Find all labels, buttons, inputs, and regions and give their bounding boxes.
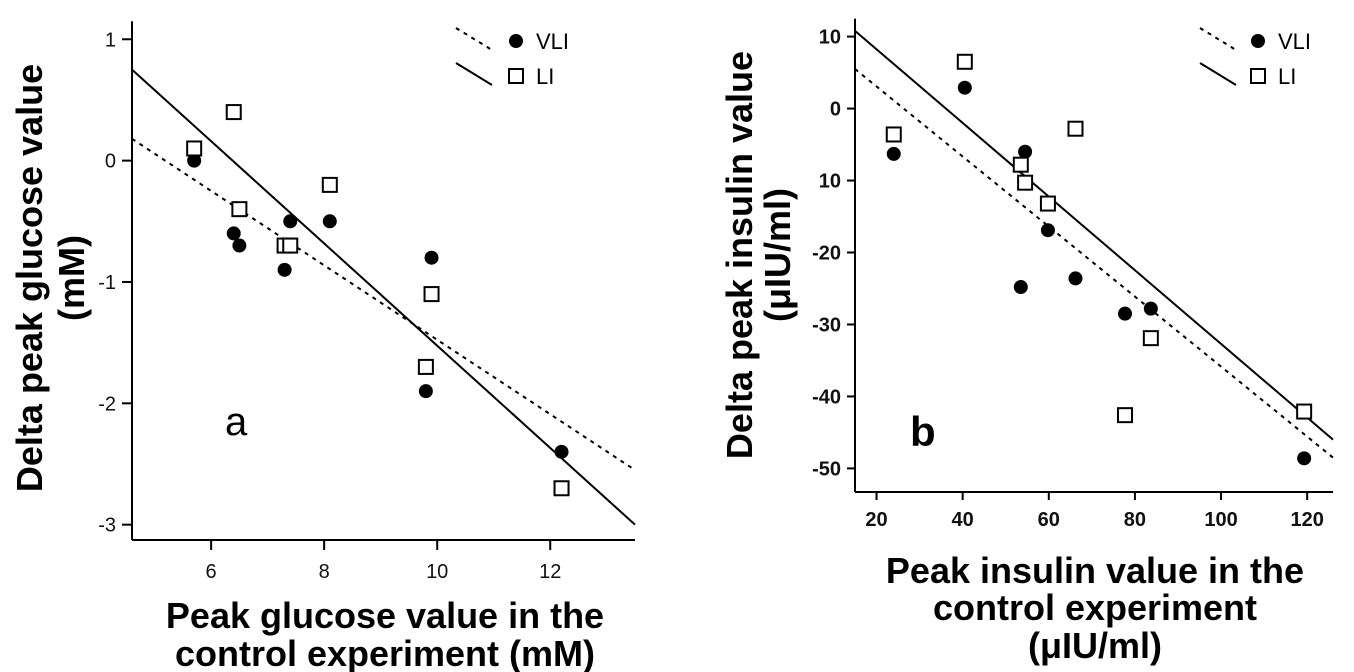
data-point-vli	[418, 384, 433, 399]
data-point-vli	[957, 80, 972, 95]
data-point-li	[1039, 195, 1056, 212]
fit-line-li	[131, 68, 636, 526]
legend-marker-li	[508, 68, 524, 84]
data-point-vli	[1118, 306, 1133, 321]
legend: VLI LI	[455, 27, 569, 89]
y-tick-label: 10	[819, 171, 841, 193]
data-point-li	[885, 126, 902, 143]
legend-line-li	[1199, 62, 1237, 86]
data-point-li	[186, 140, 203, 157]
data-point-li	[423, 286, 440, 303]
y-tick-label: -20	[812, 243, 841, 265]
y-axis-label: Delta peak glucose value	[9, 64, 50, 492]
x-tick-label: 80	[1124, 509, 1146, 531]
y-axis-label: (mM)	[51, 235, 92, 321]
data-point-li	[1296, 403, 1313, 420]
x-axis-label: (μIU/ml)	[1028, 625, 1162, 666]
data-point-li	[1142, 330, 1159, 347]
panel-label: b	[910, 408, 936, 455]
data-point-li	[417, 358, 434, 375]
y-tick-label: 0	[105, 151, 116, 173]
data-point-li	[1017, 174, 1034, 191]
data-point-li	[956, 53, 973, 70]
data-point-vli	[1040, 223, 1055, 238]
y-tick-label: 0	[830, 99, 841, 121]
y-tick-label: -2	[98, 393, 116, 415]
legend-marker-vli	[1251, 34, 1265, 48]
x-tick-label: 120	[1290, 509, 1323, 531]
x-tick-label: 12	[539, 561, 561, 583]
x-tick-label: 20	[865, 509, 887, 531]
fit-line-vli	[854, 68, 1334, 459]
data-point-li	[282, 237, 299, 254]
data-point-li	[1067, 120, 1084, 137]
legend-line-li	[455, 62, 493, 86]
data-point-vli	[283, 214, 298, 229]
data-point-vli	[1013, 280, 1028, 295]
data-point-vli	[1297, 451, 1312, 466]
x-tick-label: 60	[1038, 509, 1060, 531]
data-point-li	[1117, 407, 1134, 424]
x-axis-label: Peak insulin value in the	[886, 550, 1304, 591]
data-point-li	[225, 104, 242, 121]
x-axis-label: control experiment	[933, 587, 1257, 628]
data-point-vli	[187, 153, 202, 168]
data-point-vli	[1143, 301, 1158, 316]
x-tick-label: 8	[319, 561, 330, 583]
legend-label-vli: VLI	[536, 29, 569, 54]
y-tick-label: -3	[98, 515, 116, 537]
y-tick-label: 10	[819, 27, 841, 49]
y-tick-label: -40	[812, 386, 841, 408]
legend-marker-vli	[509, 34, 523, 48]
chart-panel-b: 20 40 60 80 100 12010010-20-30-40-50VLILIbDel…	[719, 18, 1334, 666]
y-tick-label: 1	[105, 29, 116, 51]
data-point-li	[553, 480, 570, 497]
x-tick-label: 40	[952, 509, 974, 531]
data-point-vli	[886, 146, 901, 161]
fit-line-li	[854, 30, 1334, 441]
data-point-li	[1012, 156, 1029, 173]
legend-label-li: LI	[536, 64, 554, 89]
y-axis-label: (μIU/ml)	[757, 188, 798, 322]
legend-label-vli: VLI	[1278, 29, 1311, 54]
x-tick-label: 6	[206, 561, 217, 583]
data-point-vli	[322, 214, 337, 229]
x-tick-label: 100	[1204, 509, 1237, 531]
y-tick-label: -30	[812, 314, 841, 336]
data-point-vli	[554, 444, 569, 459]
panel-label: a	[225, 400, 248, 444]
data-point-vli	[232, 238, 247, 253]
y-axis-label: Delta peak insulin value	[719, 51, 760, 459]
legend-line-vli	[455, 27, 493, 51]
x-axis-label: control experiment (mM)	[175, 633, 595, 672]
legend-label-li: LI	[1278, 64, 1296, 89]
data-point-vli	[277, 262, 292, 277]
legend-line-vli	[1199, 27, 1237, 51]
data-point-li	[321, 176, 338, 193]
fit-line-vli	[131, 137, 636, 471]
legend: VLI LI	[1199, 27, 1311, 89]
y-tick-label: -50	[812, 458, 841, 480]
x-tick-label: 10	[426, 561, 448, 583]
data-point-vli	[424, 250, 439, 265]
data-point-vli	[1068, 271, 1083, 286]
y-tick-label: -1	[98, 272, 116, 294]
data-point-vli	[1018, 144, 1033, 159]
x-axis-label: Peak glucose value in the	[166, 595, 604, 636]
legend-marker-li	[1250, 68, 1266, 84]
data-point-li	[231, 201, 248, 218]
data-point-vli	[226, 226, 241, 241]
